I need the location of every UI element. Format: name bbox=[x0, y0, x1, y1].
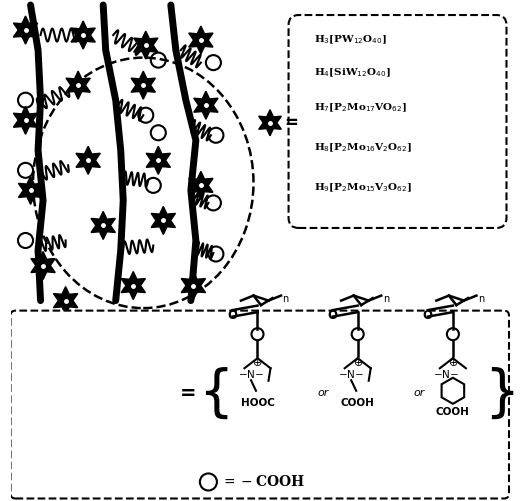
Polygon shape bbox=[14, 106, 38, 134]
Polygon shape bbox=[53, 287, 78, 315]
Text: $\{$: $\{$ bbox=[198, 366, 229, 421]
Text: $\oplus$: $\oplus$ bbox=[448, 357, 458, 368]
Text: $\oplus$: $\oplus$ bbox=[352, 357, 363, 368]
Text: H$_9$[P$_2$Mo$_{15}$V$_3$O$_{62}$]: H$_9$[P$_2$Mo$_{15}$V$_3$O$_{62}$] bbox=[314, 181, 412, 194]
Polygon shape bbox=[14, 16, 38, 44]
Text: COOH: COOH bbox=[436, 407, 470, 417]
Polygon shape bbox=[189, 171, 213, 199]
Text: n: n bbox=[383, 294, 389, 304]
Polygon shape bbox=[121, 272, 146, 300]
Text: H$_7$[P$_2$Mo$_{17}$VO$_{62}$]: H$_7$[P$_2$Mo$_{17}$VO$_{62}$] bbox=[314, 101, 407, 114]
Polygon shape bbox=[259, 110, 281, 136]
Text: $= -$COOH: $= -$COOH bbox=[221, 474, 305, 489]
Text: H$_4$[SiW$_{12}$O$_{40}$]: H$_4$[SiW$_{12}$O$_{40}$] bbox=[314, 66, 390, 79]
Polygon shape bbox=[151, 206, 175, 234]
Text: $-$N$-$: $-$N$-$ bbox=[433, 368, 459, 380]
Text: n: n bbox=[282, 294, 289, 304]
Polygon shape bbox=[146, 146, 171, 174]
Text: $\oplus$: $\oplus$ bbox=[252, 357, 263, 368]
Polygon shape bbox=[181, 272, 206, 300]
Polygon shape bbox=[66, 71, 90, 99]
Text: =: = bbox=[180, 384, 197, 403]
Text: $-$N$-$: $-$N$-$ bbox=[338, 368, 364, 380]
Polygon shape bbox=[71, 21, 96, 49]
Text: HOOC: HOOC bbox=[241, 398, 275, 408]
Polygon shape bbox=[91, 211, 115, 239]
Text: n: n bbox=[478, 294, 484, 304]
Polygon shape bbox=[18, 176, 43, 204]
Polygon shape bbox=[76, 146, 100, 174]
Polygon shape bbox=[31, 252, 55, 280]
FancyBboxPatch shape bbox=[10, 311, 509, 498]
Polygon shape bbox=[131, 71, 156, 99]
Text: or: or bbox=[318, 388, 329, 398]
Text: O: O bbox=[228, 309, 238, 322]
Polygon shape bbox=[189, 26, 213, 54]
Text: O: O bbox=[328, 309, 338, 322]
Polygon shape bbox=[194, 91, 218, 119]
Text: H$_3$[PW$_{12}$O$_{40}$]: H$_3$[PW$_{12}$O$_{40}$] bbox=[314, 34, 387, 47]
Text: COOH: COOH bbox=[341, 398, 375, 408]
Text: =: = bbox=[284, 114, 298, 132]
Text: H$_8$[P$_2$Mo$_{16}$V$_2$O$_{62}$]: H$_8$[P$_2$Mo$_{16}$V$_2$O$_{62}$] bbox=[314, 141, 412, 154]
FancyBboxPatch shape bbox=[289, 15, 506, 228]
Text: or: or bbox=[413, 388, 424, 398]
Text: $\}$: $\}$ bbox=[484, 366, 514, 421]
Text: O: O bbox=[423, 309, 433, 322]
Text: $-$N$-$: $-$N$-$ bbox=[238, 368, 264, 380]
Polygon shape bbox=[134, 31, 158, 59]
